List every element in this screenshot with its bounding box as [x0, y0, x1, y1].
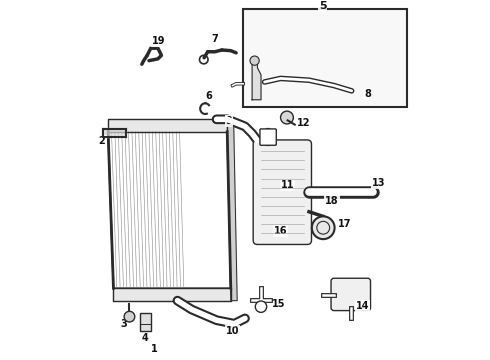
- Text: 6: 6: [205, 91, 212, 101]
- Text: 19: 19: [152, 36, 166, 46]
- Circle shape: [255, 301, 267, 312]
- Polygon shape: [114, 288, 231, 301]
- Circle shape: [250, 56, 259, 65]
- Text: 4: 4: [142, 333, 149, 343]
- Text: 2: 2: [98, 136, 105, 146]
- Text: 12: 12: [297, 118, 311, 128]
- FancyBboxPatch shape: [253, 140, 312, 244]
- Text: 9: 9: [225, 116, 232, 126]
- Text: 13: 13: [371, 178, 385, 188]
- Text: 14: 14: [356, 301, 369, 311]
- Text: 16: 16: [274, 226, 287, 236]
- FancyBboxPatch shape: [260, 129, 276, 145]
- Text: 11: 11: [281, 180, 294, 190]
- Text: 5: 5: [318, 1, 326, 11]
- Text: 8: 8: [364, 89, 371, 99]
- FancyBboxPatch shape: [331, 278, 370, 311]
- Polygon shape: [108, 132, 231, 288]
- Text: 17: 17: [338, 219, 351, 229]
- Text: 3: 3: [120, 319, 127, 329]
- Circle shape: [124, 311, 135, 322]
- FancyBboxPatch shape: [140, 313, 151, 331]
- Polygon shape: [227, 119, 237, 301]
- Circle shape: [312, 216, 335, 239]
- Text: 18: 18: [325, 196, 339, 206]
- Text: 1: 1: [151, 344, 158, 354]
- Text: 15: 15: [272, 299, 286, 309]
- FancyBboxPatch shape: [243, 9, 407, 107]
- Polygon shape: [108, 119, 227, 132]
- Circle shape: [281, 111, 294, 124]
- Text: 10: 10: [226, 326, 239, 336]
- Text: 7: 7: [211, 34, 218, 44]
- Polygon shape: [252, 60, 261, 100]
